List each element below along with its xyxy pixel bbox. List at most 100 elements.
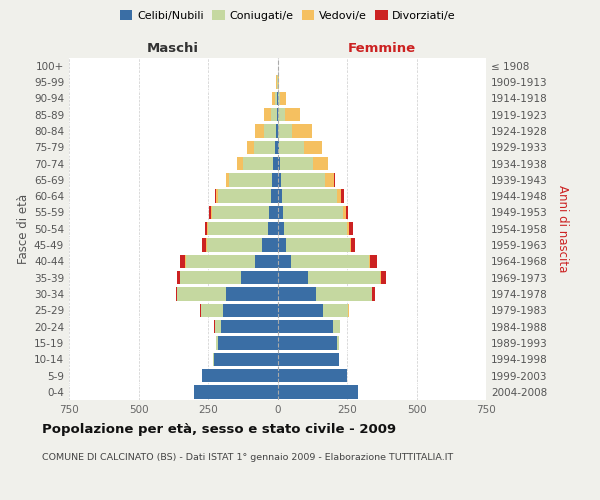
Bar [325, 173, 334, 186]
Legend: Celibi/Nubili, Coniugati/e, Vedovi/e, Divorziati/e: Celibi/Nubili, Coniugati/e, Vedovi/e, Di… [116, 6, 460, 25]
Bar [217, 190, 218, 203]
Bar [278, 124, 292, 138]
Bar [346, 206, 349, 219]
Bar [179, 254, 185, 268]
Bar [337, 336, 338, 349]
Bar [269, 206, 277, 219]
Bar [277, 304, 323, 317]
Bar [370, 254, 377, 268]
Bar [271, 190, 277, 203]
Bar [277, 320, 333, 334]
Bar [212, 206, 269, 219]
Bar [226, 288, 277, 300]
Bar [202, 369, 277, 382]
Bar [176, 288, 177, 300]
Bar [264, 108, 271, 122]
Bar [277, 352, 338, 366]
Bar [369, 254, 370, 268]
Bar [217, 336, 218, 349]
Bar [237, 157, 243, 170]
Bar [277, 206, 283, 219]
Bar [351, 238, 355, 252]
Bar [275, 140, 277, 154]
Bar [243, 157, 274, 170]
Bar [194, 385, 277, 398]
Bar [226, 173, 229, 186]
Bar [350, 238, 351, 252]
Bar [304, 140, 322, 154]
Bar [205, 222, 208, 235]
Text: Femmine: Femmine [347, 42, 416, 55]
Bar [277, 157, 280, 170]
Text: Popolazione per età, sesso e stato civile - 2009: Popolazione per età, sesso e stato civil… [42, 422, 396, 436]
Bar [277, 369, 347, 382]
Bar [280, 157, 313, 170]
Bar [201, 304, 223, 317]
Bar [284, 222, 347, 235]
Bar [180, 271, 241, 284]
Bar [277, 336, 337, 349]
Bar [215, 190, 217, 203]
Bar [286, 238, 350, 252]
Bar [333, 320, 340, 334]
Bar [215, 320, 221, 334]
Bar [268, 222, 277, 235]
Bar [218, 190, 271, 203]
Bar [381, 271, 386, 284]
Bar [292, 124, 311, 138]
Bar [280, 92, 286, 105]
Bar [334, 173, 335, 186]
Bar [277, 190, 281, 203]
Bar [262, 238, 277, 252]
Bar [178, 288, 226, 300]
Bar [255, 124, 263, 138]
Bar [277, 140, 279, 154]
Bar [313, 157, 328, 170]
Bar [343, 206, 346, 219]
Bar [281, 190, 337, 203]
Bar [349, 222, 353, 235]
Bar [275, 92, 277, 105]
Bar [272, 173, 277, 186]
Bar [208, 222, 268, 235]
Bar [278, 92, 280, 105]
Bar [281, 173, 325, 186]
Bar [276, 124, 277, 138]
Bar [209, 206, 211, 219]
Bar [277, 124, 278, 138]
Bar [271, 108, 277, 122]
Bar [308, 271, 380, 284]
Text: COMUNE DI CALCINATO (BS) - Dati ISTAT 1° gennaio 2009 - Elaborazione TUTTITALIA.: COMUNE DI CALCINATO (BS) - Dati ISTAT 1°… [42, 452, 453, 462]
Bar [277, 238, 286, 252]
Bar [176, 271, 180, 284]
Y-axis label: Fasce di età: Fasce di età [17, 194, 30, 264]
Bar [323, 304, 349, 317]
Y-axis label: Anni di nascita: Anni di nascita [556, 185, 569, 272]
Bar [206, 238, 262, 252]
Bar [241, 271, 277, 284]
Bar [247, 140, 254, 154]
Bar [277, 385, 358, 398]
Bar [229, 173, 272, 186]
Bar [277, 271, 308, 284]
Bar [277, 288, 316, 300]
Bar [274, 157, 277, 170]
Bar [211, 206, 212, 219]
Bar [347, 222, 349, 235]
Bar [218, 336, 277, 349]
Bar [337, 190, 341, 203]
Bar [277, 254, 292, 268]
Bar [285, 108, 300, 122]
Bar [223, 304, 277, 317]
Bar [221, 320, 277, 334]
Bar [316, 288, 372, 300]
Bar [292, 254, 369, 268]
Bar [272, 92, 275, 105]
Bar [278, 108, 285, 122]
Bar [278, 76, 280, 88]
Bar [372, 288, 374, 300]
Bar [255, 254, 277, 268]
Bar [283, 206, 343, 219]
Bar [277, 173, 281, 186]
Bar [277, 222, 284, 235]
